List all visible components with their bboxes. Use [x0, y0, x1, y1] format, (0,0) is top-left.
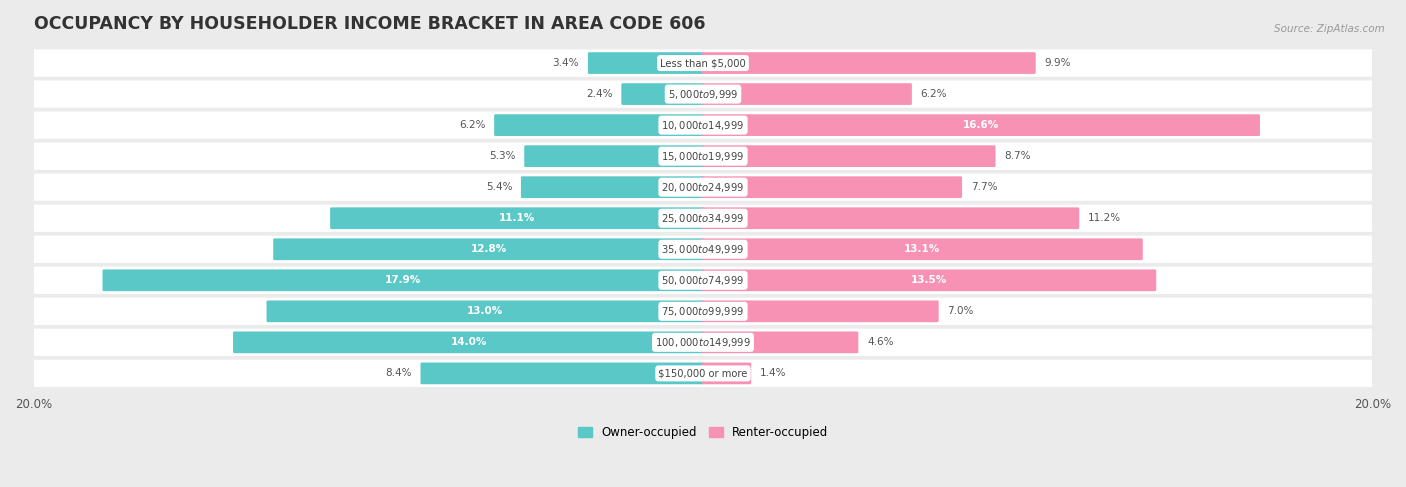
- Text: 17.9%: 17.9%: [385, 275, 422, 285]
- FancyBboxPatch shape: [420, 362, 704, 384]
- Text: 6.2%: 6.2%: [458, 120, 485, 130]
- Text: 5.3%: 5.3%: [489, 151, 516, 161]
- FancyBboxPatch shape: [702, 145, 995, 167]
- Text: OCCUPANCY BY HOUSEHOLDER INCOME BRACKET IN AREA CODE 606: OCCUPANCY BY HOUSEHOLDER INCOME BRACKET …: [34, 15, 704, 33]
- FancyBboxPatch shape: [28, 329, 1378, 356]
- FancyBboxPatch shape: [28, 112, 1378, 139]
- Text: 13.0%: 13.0%: [467, 306, 503, 317]
- Text: $25,000 to $34,999: $25,000 to $34,999: [661, 212, 745, 225]
- FancyBboxPatch shape: [588, 52, 704, 74]
- FancyBboxPatch shape: [702, 114, 1260, 136]
- Text: 6.2%: 6.2%: [921, 89, 948, 99]
- FancyBboxPatch shape: [621, 83, 704, 105]
- FancyBboxPatch shape: [520, 176, 704, 198]
- Text: $35,000 to $49,999: $35,000 to $49,999: [661, 243, 745, 256]
- FancyBboxPatch shape: [28, 173, 1378, 201]
- Text: 13.1%: 13.1%: [904, 244, 941, 254]
- Text: 7.0%: 7.0%: [948, 306, 974, 317]
- FancyBboxPatch shape: [330, 207, 704, 229]
- Text: 3.4%: 3.4%: [553, 58, 579, 68]
- FancyBboxPatch shape: [494, 114, 704, 136]
- Text: 12.8%: 12.8%: [471, 244, 508, 254]
- FancyBboxPatch shape: [28, 236, 1378, 263]
- Text: 1.4%: 1.4%: [759, 368, 786, 378]
- FancyBboxPatch shape: [702, 207, 1080, 229]
- Text: 9.9%: 9.9%: [1045, 58, 1071, 68]
- FancyBboxPatch shape: [702, 83, 912, 105]
- FancyBboxPatch shape: [233, 332, 704, 353]
- Text: $15,000 to $19,999: $15,000 to $19,999: [661, 150, 745, 163]
- Text: 14.0%: 14.0%: [450, 337, 486, 347]
- Text: 13.5%: 13.5%: [911, 275, 948, 285]
- Text: $100,000 to $149,999: $100,000 to $149,999: [655, 336, 751, 349]
- Text: $20,000 to $24,999: $20,000 to $24,999: [661, 181, 745, 194]
- FancyBboxPatch shape: [28, 143, 1378, 170]
- FancyBboxPatch shape: [702, 362, 751, 384]
- FancyBboxPatch shape: [702, 52, 1036, 74]
- Text: Less than $5,000: Less than $5,000: [661, 58, 745, 68]
- FancyBboxPatch shape: [28, 360, 1378, 387]
- Text: Source: ZipAtlas.com: Source: ZipAtlas.com: [1274, 24, 1385, 35]
- Text: 2.4%: 2.4%: [586, 89, 613, 99]
- FancyBboxPatch shape: [702, 300, 939, 322]
- Text: 16.6%: 16.6%: [963, 120, 998, 130]
- Text: 11.2%: 11.2%: [1088, 213, 1121, 223]
- Text: $50,000 to $74,999: $50,000 to $74,999: [661, 274, 745, 287]
- Text: 8.4%: 8.4%: [385, 368, 412, 378]
- Legend: Owner-occupied, Renter-occupied: Owner-occupied, Renter-occupied: [572, 421, 834, 444]
- Text: $10,000 to $14,999: $10,000 to $14,999: [661, 119, 745, 131]
- Text: $75,000 to $99,999: $75,000 to $99,999: [661, 305, 745, 318]
- Text: 7.7%: 7.7%: [970, 182, 997, 192]
- FancyBboxPatch shape: [702, 269, 1156, 291]
- FancyBboxPatch shape: [28, 298, 1378, 325]
- Text: 11.1%: 11.1%: [499, 213, 536, 223]
- FancyBboxPatch shape: [524, 145, 704, 167]
- FancyBboxPatch shape: [28, 266, 1378, 294]
- Text: 4.6%: 4.6%: [868, 337, 893, 347]
- FancyBboxPatch shape: [273, 239, 704, 260]
- FancyBboxPatch shape: [702, 239, 1143, 260]
- Text: 5.4%: 5.4%: [485, 182, 512, 192]
- FancyBboxPatch shape: [28, 49, 1378, 77]
- FancyBboxPatch shape: [702, 176, 962, 198]
- FancyBboxPatch shape: [267, 300, 704, 322]
- FancyBboxPatch shape: [28, 205, 1378, 232]
- Text: $5,000 to $9,999: $5,000 to $9,999: [668, 88, 738, 101]
- FancyBboxPatch shape: [28, 80, 1378, 108]
- Text: $150,000 or more: $150,000 or more: [658, 368, 748, 378]
- Text: 8.7%: 8.7%: [1004, 151, 1031, 161]
- FancyBboxPatch shape: [702, 332, 858, 353]
- FancyBboxPatch shape: [103, 269, 704, 291]
